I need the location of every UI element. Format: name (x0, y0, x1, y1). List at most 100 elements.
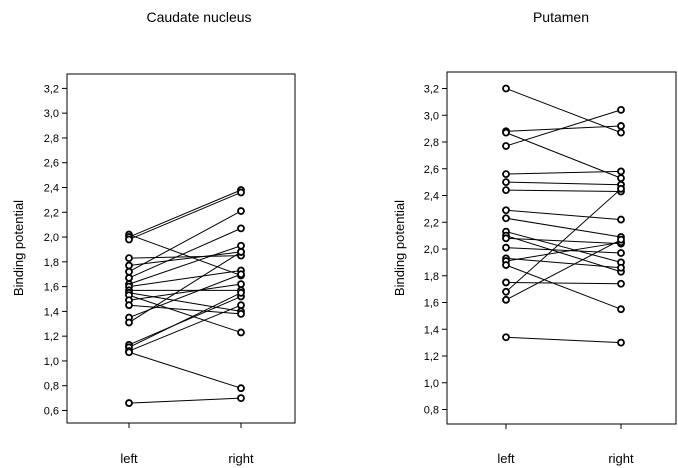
chart1-subject-line-8 (128, 245, 242, 285)
chart1-point-left-14 (125, 301, 133, 310)
chart1-point-right-8 (237, 241, 245, 250)
chart1-y-tick-label: 2,2 (44, 207, 59, 219)
chart2-y-tick-label: 1,0 (424, 378, 439, 390)
chart1-point-left-3 (125, 235, 133, 244)
chart2-y-tick-label: 2,4 (424, 191, 439, 203)
chart1-subject-line-12 (128, 294, 242, 333)
chart1-subject-line-2 (128, 189, 242, 238)
chart2-subject-line-8 (505, 209, 622, 221)
chart2-y-tick-label: 1,2 (424, 351, 439, 363)
chart2-point-left-4 (502, 142, 510, 150)
chart1-plot-frame (66, 73, 296, 424)
chart2-y-tick-label: 2,6 (424, 164, 439, 176)
chart2-point-right-2 (617, 122, 625, 130)
chart2-point-right-20 (617, 338, 625, 347)
chart2-point-left-5 (502, 170, 510, 179)
chart1-subject-line-4 (128, 255, 242, 259)
chart1-subject-line-19 (128, 304, 242, 352)
chart1-subject-line-16 (128, 251, 242, 323)
chart2-y-tick-label: 2,2 (424, 217, 439, 229)
chart1-point-left-6 (125, 267, 133, 276)
chart2-subject-line-6 (505, 181, 622, 186)
chart2-y-tick-label: 1,8 (424, 271, 439, 283)
chart2-point-right-17 (617, 279, 625, 288)
chart1-subject-line-13 (128, 283, 242, 301)
chart1-subject-line-1 (128, 234, 242, 276)
chart2-subject-line-7 (505, 189, 622, 192)
chart2-point-right-13 (617, 249, 625, 257)
chart2-subject-line-1 (505, 88, 622, 134)
chart2-subject-line-9 (505, 217, 622, 238)
chart2-point-right-3 (617, 174, 625, 183)
chart1-subject-line-20 (128, 351, 242, 389)
chart2-subject-line-13 (505, 247, 622, 254)
chart1-title: Caudate nucleus (146, 9, 251, 25)
chart1-y-tick-label: 2,8 (44, 133, 59, 145)
chart1-y-tick-label: 3,0 (44, 108, 59, 120)
chart1-subject-line-7 (128, 227, 242, 279)
chart2-point-left-13 (502, 243, 510, 252)
chart2-y-tick-label: 0,8 (424, 405, 439, 417)
chart1-subject-line-5 (128, 251, 242, 267)
chart1-point-right-12 (237, 328, 245, 337)
chart1-subject-line-3 (128, 191, 242, 240)
chart2-point-left-12 (502, 234, 510, 243)
chart1-y-tick-label: 0,8 (44, 381, 59, 393)
chart2-y-tick-label: 1,6 (424, 298, 439, 310)
chart1-subject-line-11 (128, 292, 242, 312)
chart2-point-right-18 (617, 184, 625, 193)
chart1-y-tick-label: 3,2 (44, 83, 59, 95)
chart2-subject-line-16 (505, 264, 622, 310)
chart2-subject-line-19 (505, 239, 622, 301)
chart1-point-right-13 (237, 280, 245, 289)
chart1-y-axis-label: Binding potential (11, 200, 26, 296)
chart1-subject-line-18 (128, 292, 242, 348)
chart2-point-left-17 (502, 278, 510, 287)
chart2-point-left-20 (502, 333, 510, 342)
chart1-point-right-18 (237, 288, 245, 297)
chart1-y-tick-label: 1,6 (44, 282, 59, 294)
chart2-point-right-14 (617, 263, 625, 272)
chart1-point-left-4 (125, 254, 133, 263)
chart1-y-tick-label: 2,4 (44, 183, 59, 195)
chart2-subject-line-18 (505, 188, 622, 293)
chart1-y-tick-label: 1,4 (44, 306, 59, 318)
chart1-point-left-21 (125, 399, 133, 407)
chart2-x-category-right: right (608, 451, 634, 466)
chart2-point-left-6 (502, 178, 510, 187)
chart2-point-left-8 (502, 206, 510, 215)
chart2-subject-line-4 (505, 109, 622, 147)
chart2-y-axis-label: Binding potential (392, 200, 407, 296)
chart1-subject-line-6 (128, 210, 242, 273)
chart1-y-tick-label: 1,0 (44, 356, 59, 368)
chart2-subject-line-17 (505, 281, 622, 285)
chart1-y-tick-label: 1,8 (44, 257, 59, 269)
chart1-y-tick-label: 2,6 (44, 158, 59, 170)
chart1-subject-line-21 (128, 397, 242, 404)
chart1-point-right-21 (237, 394, 245, 403)
chart2-y-tick-label: 1,4 (424, 324, 439, 336)
chart2-point-right-5 (617, 167, 625, 176)
chart1-point-right-15 (237, 270, 245, 279)
chart1-point-right-14 (237, 309, 245, 318)
chart1-x-category-left: left (120, 451, 138, 466)
chart2-y-tick-label: 2,8 (424, 137, 439, 149)
chart2-point-left-19 (502, 295, 510, 304)
chart2-subject-line-3 (505, 132, 622, 179)
chart2-point-left-1 (502, 84, 510, 93)
chart1-subject-line-17 (128, 296, 242, 346)
chart1-y-tick-label: 0,6 (44, 406, 59, 418)
chart1-point-right-6 (237, 207, 245, 215)
chart2-point-right-4 (617, 106, 625, 114)
chart2-point-right-1 (617, 128, 625, 137)
chart1-point-right-16 (237, 248, 245, 256)
chart2-subject-line-10 (505, 231, 622, 263)
chart1-point-right-20 (237, 384, 245, 393)
chart2-y-tick-label: 3,2 (424, 84, 439, 96)
chart2-subject-line-15 (505, 241, 622, 262)
chart2-subject-line-14 (505, 257, 622, 269)
chart2-point-left-18 (502, 287, 510, 296)
chart2-subject-line-5 (505, 170, 622, 175)
chart1-subject-line-9 (128, 270, 242, 288)
